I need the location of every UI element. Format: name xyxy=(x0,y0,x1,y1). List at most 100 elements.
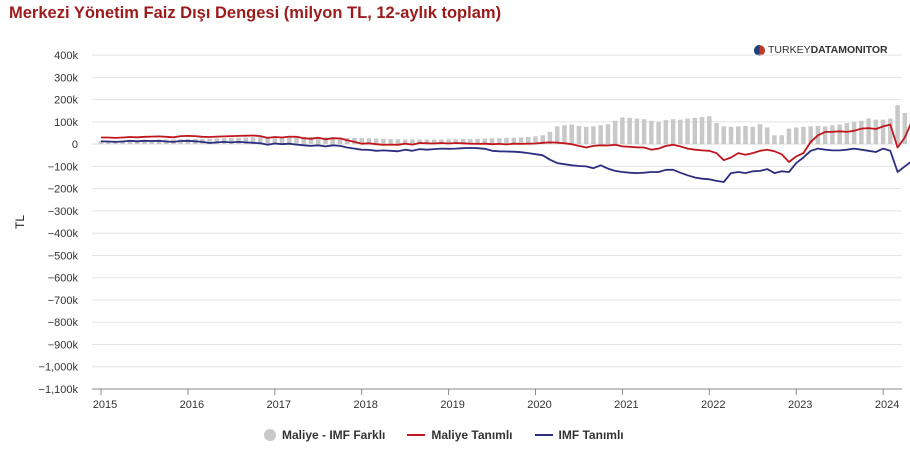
x-tick-label: 2024 xyxy=(875,399,899,411)
bar xyxy=(649,120,654,145)
brand-logo-icon xyxy=(754,44,765,56)
x-tick-label: 2017 xyxy=(267,399,291,411)
grid-lines xyxy=(92,54,902,390)
y-tick-label: −700k xyxy=(48,295,79,307)
bar xyxy=(844,123,850,145)
x-tick-label: 2020 xyxy=(527,399,551,411)
bar xyxy=(743,125,748,145)
bar xyxy=(605,124,611,145)
bar xyxy=(417,139,422,145)
y-tick-label: −400k xyxy=(48,228,79,240)
y-tick-label: −900k xyxy=(48,339,79,351)
y-tick-label: −800k xyxy=(48,317,79,329)
line-series xyxy=(100,123,910,183)
bar xyxy=(410,139,415,145)
bar xyxy=(895,105,900,145)
legend-item-imf[interactable]: IMF Tanımlı xyxy=(534,428,624,442)
y-tick-label: −200k xyxy=(48,184,79,196)
x-tick-label: 2015 xyxy=(93,399,117,411)
bar xyxy=(504,137,509,145)
y-tick-label: 400k xyxy=(54,50,78,62)
bar xyxy=(634,118,640,145)
bar xyxy=(446,139,451,145)
bar xyxy=(272,136,278,145)
y-tick-label: −100k xyxy=(48,161,79,173)
bar xyxy=(258,137,263,145)
bar xyxy=(511,137,517,145)
y-tick-label: −300k xyxy=(48,206,79,218)
legend-swatch-imf xyxy=(534,434,553,436)
bar xyxy=(772,135,777,145)
bar xyxy=(395,139,401,145)
bar xyxy=(366,138,372,145)
bar xyxy=(764,127,770,145)
brand-text-monitor: MONITOR xyxy=(838,44,888,56)
chart-title: Merkezi Yönetim Faiz Dışı Dengesi (milyo… xyxy=(9,4,502,22)
bar xyxy=(402,139,408,145)
legend-item-diff[interactable]: Maliye - IMF Farklı xyxy=(264,428,385,442)
bar xyxy=(714,123,719,145)
x-tick-label: 2016 xyxy=(180,399,204,411)
brand-logo: TURKEY DATA MONITOR xyxy=(754,44,888,56)
bar xyxy=(381,138,386,145)
bar xyxy=(265,136,270,145)
legend-swatch-maliye xyxy=(407,434,426,436)
series-line xyxy=(101,123,910,163)
bar xyxy=(678,119,683,145)
series-line xyxy=(100,139,910,183)
bar xyxy=(431,139,437,145)
bar xyxy=(620,117,625,145)
bar xyxy=(591,126,596,145)
bar xyxy=(475,138,480,145)
bar xyxy=(880,119,886,145)
legend-swatch-diff xyxy=(264,429,276,441)
bar xyxy=(612,120,618,145)
y-tick-label: −500k xyxy=(48,250,79,262)
bar xyxy=(497,138,502,145)
bar xyxy=(533,136,538,145)
bar xyxy=(540,135,545,145)
bar xyxy=(214,138,220,145)
bar xyxy=(460,139,466,145)
bar xyxy=(750,126,755,145)
bar xyxy=(489,138,495,145)
bar xyxy=(287,136,292,145)
x-tick-label: 2018 xyxy=(353,399,377,411)
bar xyxy=(323,137,328,145)
bar xyxy=(757,124,763,145)
legend-item-maliye[interactable]: Maliye Tanımlı xyxy=(407,428,513,442)
x-tick-label: 2023 xyxy=(788,399,812,411)
bar xyxy=(127,140,133,145)
legend-label-maliye: Maliye Tanımlı xyxy=(431,428,513,442)
bar xyxy=(250,137,256,145)
bar xyxy=(236,137,241,145)
bar xyxy=(888,118,893,145)
y-tick-label: −1,000k xyxy=(39,362,79,374)
bar xyxy=(830,125,835,145)
bar xyxy=(728,126,734,145)
bar xyxy=(641,119,647,145)
bar xyxy=(468,139,473,145)
bar xyxy=(866,118,871,145)
bar xyxy=(359,138,364,145)
y-tick-label: 100k xyxy=(54,117,78,129)
bar xyxy=(707,116,712,145)
y-tick-label: −1,100k xyxy=(39,384,79,396)
bar xyxy=(308,137,314,145)
y-tick-label: 300k xyxy=(54,72,78,84)
bar xyxy=(547,131,553,145)
bar xyxy=(576,125,582,145)
bar xyxy=(388,139,393,145)
bar xyxy=(793,127,799,145)
bar xyxy=(156,139,162,145)
bar xyxy=(330,137,335,145)
bar xyxy=(279,136,285,145)
bar xyxy=(453,139,459,145)
bar xyxy=(373,138,379,145)
bar xyxy=(692,117,698,145)
bar xyxy=(873,119,879,145)
bar xyxy=(670,119,676,145)
bar xyxy=(229,137,234,145)
bar xyxy=(562,125,567,145)
